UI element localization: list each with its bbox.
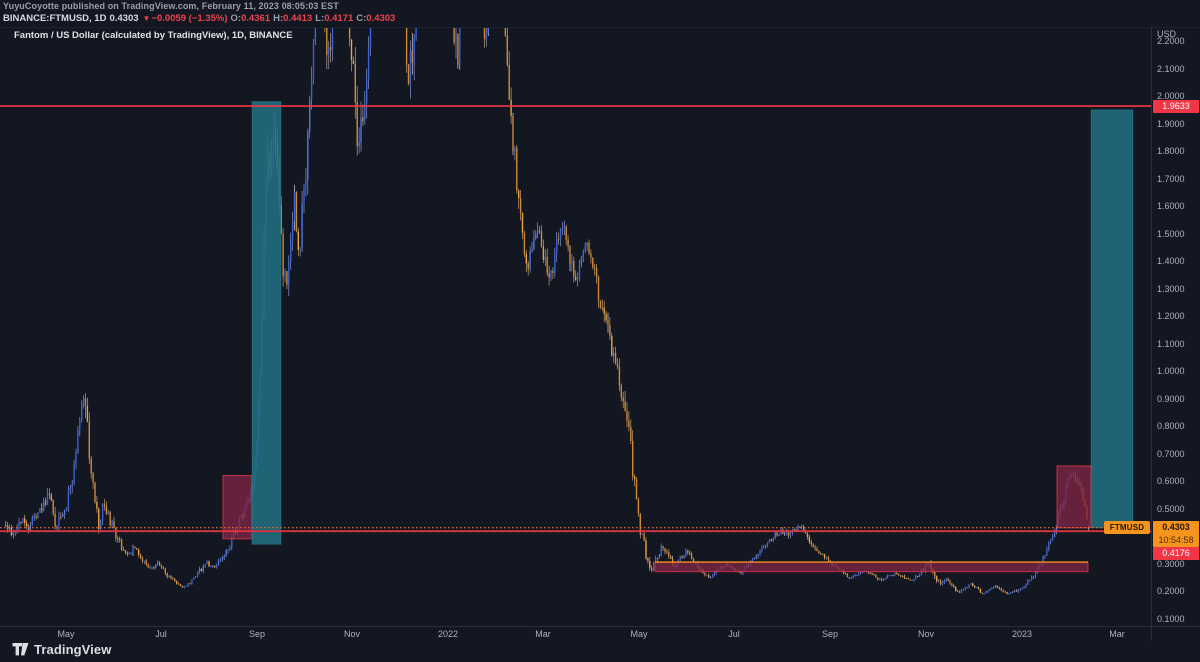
close-value: 0.4303 bbox=[366, 13, 396, 24]
current-price-value: 0.4303 bbox=[1162, 522, 1190, 533]
price-tick: 1.4000 bbox=[1157, 256, 1185, 266]
close-label: C: bbox=[356, 13, 367, 24]
bar-countdown: 10:54:58 bbox=[1158, 535, 1194, 546]
down-arrow-icon: ▼ bbox=[142, 14, 151, 23]
price-tick: 0.5000 bbox=[1157, 503, 1185, 514]
breakout-zone-left[interactable] bbox=[251, 101, 282, 545]
chart-header: YuyuCoyotte published on TradingView.com… bbox=[3, 1, 398, 24]
price-tick: 0.2000 bbox=[1157, 586, 1185, 596]
support-price-label: 0.4176 bbox=[1153, 547, 1199, 561]
projection-zone-right[interactable] bbox=[1090, 109, 1134, 529]
time-tick-2023: 2023 bbox=[1011, 629, 1033, 639]
price-tick: 0.6000 bbox=[1157, 476, 1185, 486]
time-tick-mar: Mar bbox=[1109, 629, 1125, 639]
demand-zone-left[interactable] bbox=[222, 475, 253, 540]
high-value: 0.4413 bbox=[283, 13, 313, 24]
current-price-label: 0.4303 10:54:58 bbox=[1153, 521, 1199, 548]
time-tick-jul: Jul bbox=[155, 629, 167, 639]
last-price: 0.4303 bbox=[109, 13, 139, 24]
tradingview-icon bbox=[12, 643, 29, 656]
tradingview-brand-text: TradingView bbox=[34, 642, 112, 657]
symbol-name: BINANCE:FTMUSD, 1D bbox=[3, 13, 107, 24]
currency-label: USD bbox=[1157, 29, 1177, 39]
time-tick-may: May bbox=[57, 629, 75, 639]
price-tick: 0.7000 bbox=[1157, 448, 1185, 459]
tradingview-logo[interactable]: TradingView bbox=[12, 642, 111, 657]
price-tick: 1.6000 bbox=[1157, 201, 1185, 211]
symbol-info-line: BINANCE:FTMUSD, 1D 0.4303 ▼−0.0059 (−1.35%… bbox=[3, 13, 398, 24]
price-tick: 1.3000 bbox=[1157, 283, 1185, 294]
price-tick: 0.8000 bbox=[1157, 421, 1185, 431]
price-tick: 0.9000 bbox=[1157, 393, 1185, 404]
demand-zone-right[interactable] bbox=[1056, 465, 1092, 529]
price-tick: 1.9000 bbox=[1157, 118, 1185, 129]
open-value: 0.4361 bbox=[241, 13, 271, 24]
price-axis-border bbox=[1151, 27, 1152, 641]
time-tick-sep: Sep bbox=[248, 629, 266, 639]
time-tick-nov: Nov bbox=[917, 629, 935, 639]
time-tick-sep: Sep bbox=[821, 629, 839, 639]
price-tick: 1.8000 bbox=[1157, 146, 1185, 156]
price-tick: 0.1000 bbox=[1157, 613, 1185, 624]
time-tick-nov: Nov bbox=[343, 629, 361, 639]
time-axis-border bbox=[0, 626, 1200, 627]
price-tick: 2.1000 bbox=[1157, 63, 1185, 74]
price-tick: 1.7000 bbox=[1157, 173, 1185, 184]
time-tick-may: May bbox=[630, 629, 648, 639]
price-tick: 2.2000 bbox=[1157, 36, 1185, 46]
symbol-tag: FTMUSD bbox=[1104, 521, 1150, 535]
low-label: L: bbox=[315, 13, 325, 24]
price-tick: 1.1000 bbox=[1157, 338, 1185, 349]
low-value: 0.4171 bbox=[324, 13, 354, 24]
time-tick-jul: Jul bbox=[728, 629, 740, 639]
publish-info: YuyuCoyotte published on TradingView.com… bbox=[3, 1, 339, 11]
candles-layer bbox=[5, 27, 1090, 595]
price-tick: 1.2000 bbox=[1157, 311, 1185, 321]
chart-legend[interactable]: Fantom / US Dollar (calculated by Tradin… bbox=[14, 30, 293, 41]
price-tick: 0.3000 bbox=[1157, 558, 1185, 569]
time-tick-mar: Mar bbox=[535, 629, 551, 639]
open-label: O: bbox=[230, 13, 242, 24]
price-tick: 2.0000 bbox=[1157, 91, 1185, 101]
price-tick: 1.0000 bbox=[1157, 366, 1185, 376]
pane-top-border bbox=[0, 27, 1200, 28]
price-tick: 1.5000 bbox=[1157, 228, 1185, 239]
accumulation-zone[interactable] bbox=[654, 561, 1089, 573]
time-axis[interactable]: May Jul Sep Nov 2022 Mar May Jul Sep Nov 2023 Mar bbox=[0, 627, 1151, 641]
high-label: H: bbox=[273, 13, 284, 24]
time-tick-2022: 2022 bbox=[437, 629, 459, 639]
price-axis[interactable]: USD 2.2000 2.1000 2.0000 1.9000 1.8000 1.7000… bbox=[1152, 27, 1200, 626]
resistance-price-label: 1.9633 bbox=[1153, 99, 1199, 113]
price-change: −0.0059 (−1.35%) bbox=[151, 13, 228, 24]
